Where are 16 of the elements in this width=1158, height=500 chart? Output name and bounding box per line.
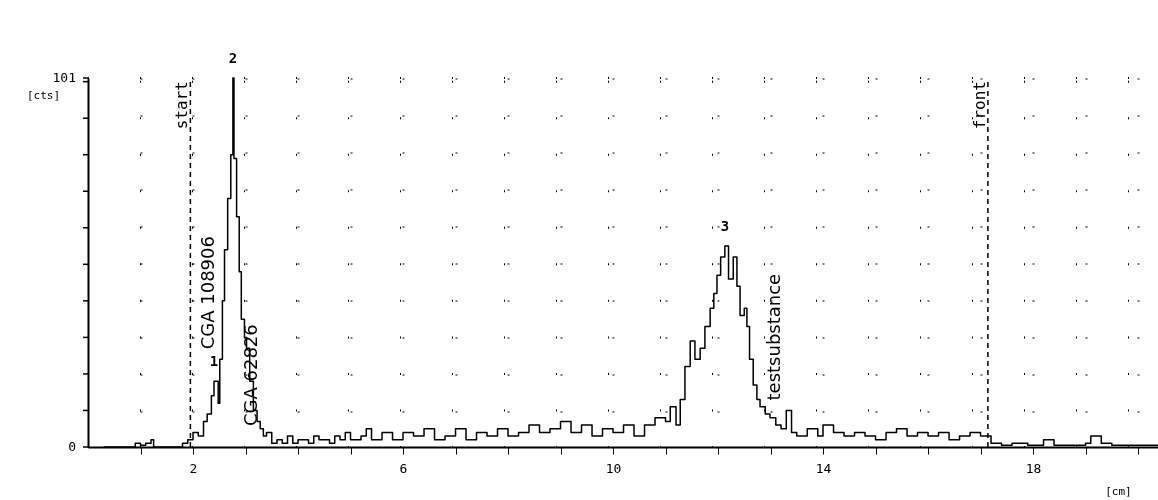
y-tick-label: 101: [52, 70, 76, 85]
x-tick-label: 18: [1025, 460, 1042, 476]
y-tick-label: 0: [68, 439, 76, 454]
ref-line-label: front: [969, 81, 989, 130]
y-axis-title: [cts]: [26, 88, 61, 102]
ref-line-label: start: [172, 81, 192, 130]
annotation: 2: [228, 50, 238, 66]
annotation: 1: [209, 353, 219, 370]
annotation: CGA 108906: [196, 236, 218, 350]
x-tick-label: 2: [189, 460, 198, 476]
annotation: testsubstance: [763, 273, 785, 401]
annotation: 3: [720, 218, 730, 235]
x-tick-label: 6: [399, 460, 408, 476]
x-tick-label: 14: [815, 460, 832, 476]
x-tick-label: 10: [605, 460, 622, 476]
x-axis-title: [cm]: [1105, 484, 1132, 498]
